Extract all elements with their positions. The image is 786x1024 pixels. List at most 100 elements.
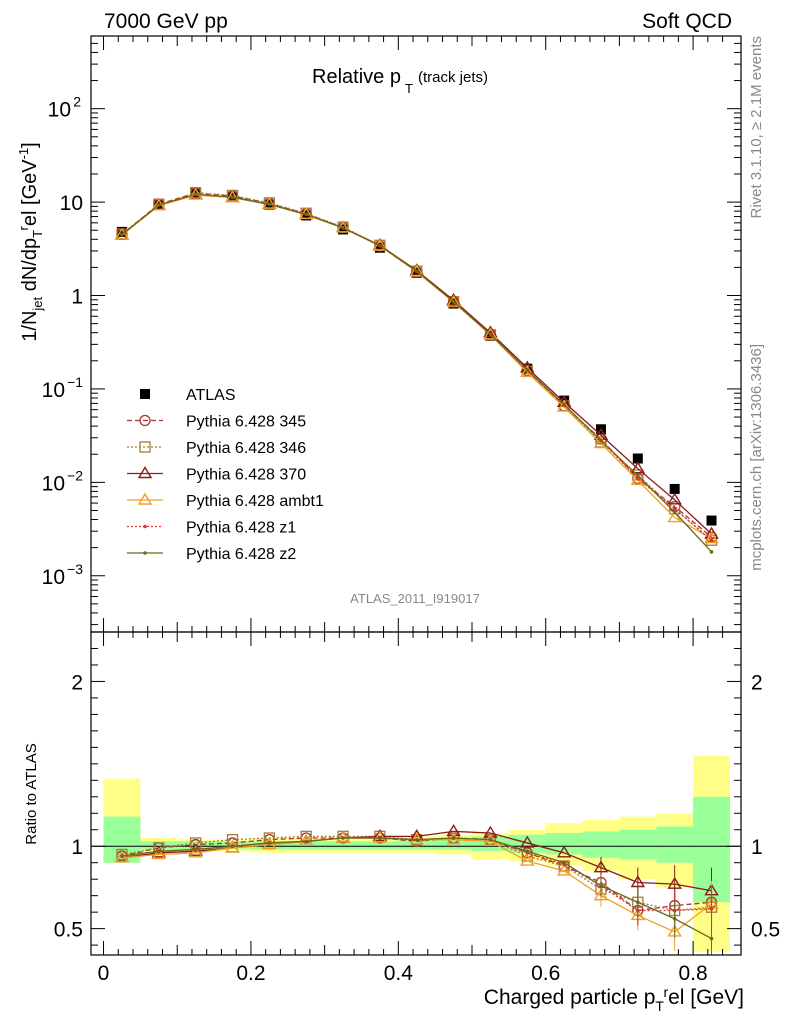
legend-label-4: Pythia 6.428 ambt1 — [186, 493, 324, 510]
main-ytick-label-5: 10 — [48, 99, 71, 122]
ratio-point-6-4 — [267, 841, 272, 845]
series-line-4 — [121, 194, 712, 540]
series-6-point-8 — [414, 269, 419, 274]
ratio-point-4-7 — [372, 830, 388, 843]
series-4-point-11 — [520, 365, 535, 378]
ratio-point-6-13 — [599, 883, 603, 888]
main-ytick-exp-2: −1 — [67, 374, 83, 390]
ratio-point-4-11 — [520, 853, 535, 866]
legend-label-0: ATLAS — [186, 387, 236, 404]
band-inner-13 — [582, 831, 620, 858]
series-line-2 — [121, 192, 712, 541]
ratio-point-6-0 — [120, 854, 124, 858]
series-6-point-16 — [709, 550, 714, 554]
band-inner-14 — [619, 829, 657, 860]
main-ytick-label-4: 10 — [60, 192, 83, 215]
band-inner-15 — [656, 826, 694, 863]
legend-label-5: Pythia 6.428 z1 — [186, 520, 296, 537]
series-4-point-16 — [704, 531, 719, 544]
svg-text:(track jets): (track jets) — [418, 69, 488, 86]
series-1 — [116, 187, 718, 543]
main-ytick-exp-0: −3 — [67, 561, 83, 577]
series-6-point-7 — [378, 243, 382, 248]
atlas-point-16 — [706, 515, 717, 526]
legend-label-3: Pythia 6.428 370 — [186, 467, 306, 484]
series-6 — [120, 192, 714, 554]
ratio-point-3-12 — [556, 845, 572, 858]
legend-marker-4 — [137, 492, 153, 505]
main-ytick-exp-1: −2 — [67, 467, 83, 483]
ratio-plot — [114, 824, 719, 955]
ratio-point-4-13 — [593, 888, 609, 901]
series-6-point-13 — [599, 438, 603, 443]
series-5-point-15 — [672, 507, 677, 511]
legend-item-5: Pythia 6.428 z1 — [127, 520, 296, 537]
band-inner-4 — [250, 841, 288, 850]
atlas-point-7 — [374, 242, 385, 253]
ratio-point-6-3 — [230, 844, 235, 849]
ratio-ytick-label-1: 1 — [71, 836, 83, 859]
legend-marker-6 — [143, 551, 147, 555]
xtick-label-3: 0.6 — [531, 962, 560, 985]
header-right: Soft QCD — [642, 10, 732, 33]
ratio-ytick-label-2: 2 — [71, 671, 83, 694]
ratio-point-3-10 — [483, 825, 498, 838]
ratio-line-5 — [121, 837, 712, 912]
ratio-point-6-2 — [193, 847, 198, 852]
legend-item-0: ATLAS — [140, 387, 236, 404]
header-left: 7000 GeV pp — [104, 10, 228, 33]
watermark: ATLAS_2011_I919017 — [350, 591, 480, 606]
atlas-point-15 — [669, 483, 680, 494]
legend-item-4: Pythia 6.428 ambt1 — [127, 492, 324, 510]
svg-text:1/Njet dN/dpTrel [GeV-1]: 1/Njet dN/dpTrel [GeV-1] — [16, 142, 45, 341]
xtick-label-1: 0.2 — [236, 962, 265, 985]
ratio-point-3-15 — [667, 876, 682, 889]
series-4-point-12 — [556, 399, 572, 412]
series-4-point-15 — [667, 510, 682, 523]
ratio-point-4-6 — [335, 830, 351, 843]
xtick-label-4: 0.8 — [678, 962, 707, 985]
series-4-point-0 — [114, 227, 130, 240]
series-6-point-3 — [230, 195, 235, 199]
ratio-point-6-14 — [636, 900, 640, 905]
series-6-point-9 — [451, 299, 456, 304]
legend-item-6: Pythia 6.428 z2 — [127, 546, 296, 563]
series-6-point-2 — [193, 192, 198, 197]
legend-label-2: Pythia 6.428 346 — [186, 440, 306, 457]
ratio-ylabel: Ratio to ATLAS — [23, 743, 40, 844]
ratio-point-6-8 — [414, 837, 419, 842]
ratio-point-3-13 — [593, 860, 609, 873]
series-6-point-0 — [120, 232, 124, 237]
ratio-point-6-5 — [304, 839, 308, 844]
series-line-5 — [121, 193, 712, 541]
xtick-label-2: 0.4 — [384, 962, 414, 985]
main-ytick-label-0: 10 — [42, 566, 65, 589]
main-ylabel: 1/Njet dN/dpTrel [GeV-1] — [16, 142, 45, 341]
ratio-point-4-12 — [556, 863, 572, 876]
series-6-point-15 — [672, 510, 677, 514]
atlas-point-14 — [632, 453, 643, 464]
ratio-point-2-0 — [116, 848, 128, 861]
side-label-bottom: mcplots.cern.ch [arXiv:1306.3436] — [748, 344, 765, 571]
main-plot — [114, 187, 719, 554]
ratio-ytick-label-right-0: 0.5 — [751, 919, 780, 942]
ratio-point-6-15 — [672, 916, 677, 921]
legend-label-6: Pythia 6.428 z2 — [186, 546, 296, 563]
series-3-point-14 — [630, 461, 646, 474]
xtick-label-0: 0 — [98, 962, 110, 985]
ratio-point-3-9 — [446, 824, 461, 837]
series-6-point-11 — [525, 368, 530, 372]
series-5 — [120, 192, 714, 543]
atlas-point-0 — [116, 226, 127, 237]
ratio-point-6-7 — [378, 836, 382, 840]
series-4-point-9 — [446, 294, 461, 307]
svg-text:T: T — [405, 81, 413, 96]
main-ytick-exp-5: 2 — [73, 94, 81, 110]
series-6-point-5 — [304, 212, 308, 217]
svg-text:Charged particle pTrel [GeV]: Charged particle pTrel [GeV] — [484, 984, 744, 1014]
x-axis-label: Charged particle pTrel [GeV] — [484, 984, 744, 1014]
legend-marker-1 — [139, 414, 151, 427]
legend-item-1: Pythia 6.428 345 — [127, 414, 306, 431]
side-label-top: Rivet 3.1.10, ≥ 2.1M events — [748, 36, 765, 219]
